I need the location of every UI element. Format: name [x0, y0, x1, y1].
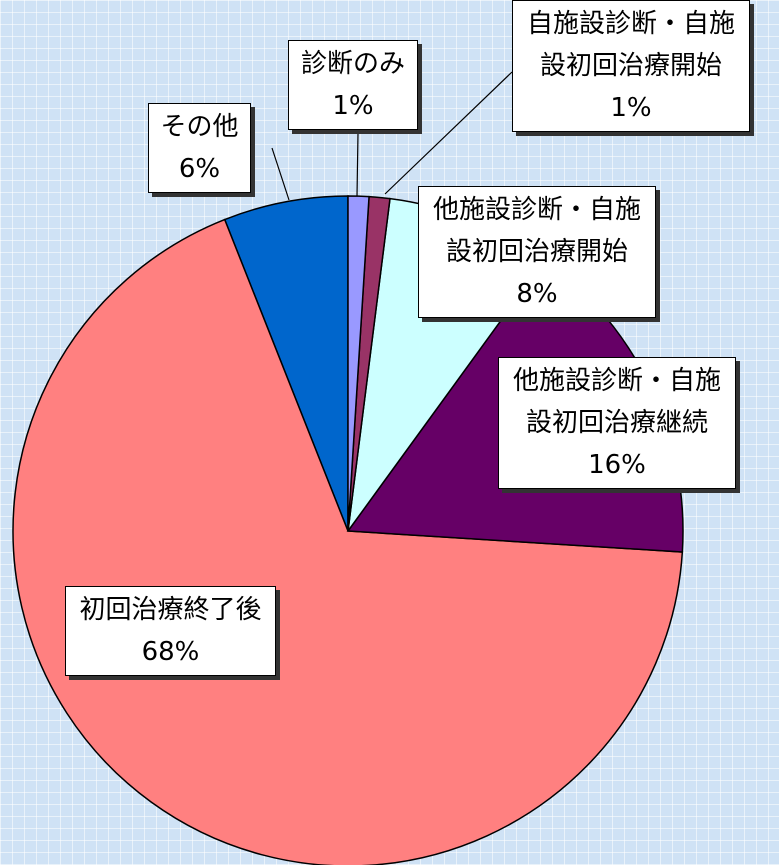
label-name: 他施設診断・自施設初回治療開始 — [432, 195, 641, 267]
label-name: 診断のみ — [300, 49, 405, 79]
data-label: 自施設診断・自施設初回治療開始 1% — [512, 0, 750, 132]
pie-slice — [12, 218, 684, 865]
label-value: 6% — [178, 154, 221, 184]
label-value: 16% — [588, 450, 646, 480]
data-label: その他 6% — [148, 103, 251, 193]
pie-slice — [347, 195, 370, 532]
pie-slice — [223, 195, 349, 532]
data-label: 初回治療終了後 68% — [65, 586, 276, 676]
leader-line — [271, 147, 290, 201]
leader-line — [356, 132, 359, 197]
label-value: 1% — [610, 93, 652, 123]
label-name: 初回治療終了後 — [79, 595, 262, 625]
label-value: 1% — [332, 91, 374, 121]
label-value: 8% — [516, 279, 558, 309]
data-label: 診断のみ 1% — [288, 40, 418, 130]
label-value: 68% — [141, 637, 200, 667]
data-label: 他施設診断・自施設初回治療開始 8% — [418, 186, 656, 318]
data-label: 他施設診断・自施設初回治療継続 16% — [498, 357, 736, 489]
label-name: 自施設診断・自施設初回治療開始 — [526, 9, 735, 81]
leader-line — [384, 71, 513, 195]
label-name: 他施設診断・自施設初回治療継続 — [512, 366, 721, 438]
label-name: その他 — [160, 112, 239, 142]
